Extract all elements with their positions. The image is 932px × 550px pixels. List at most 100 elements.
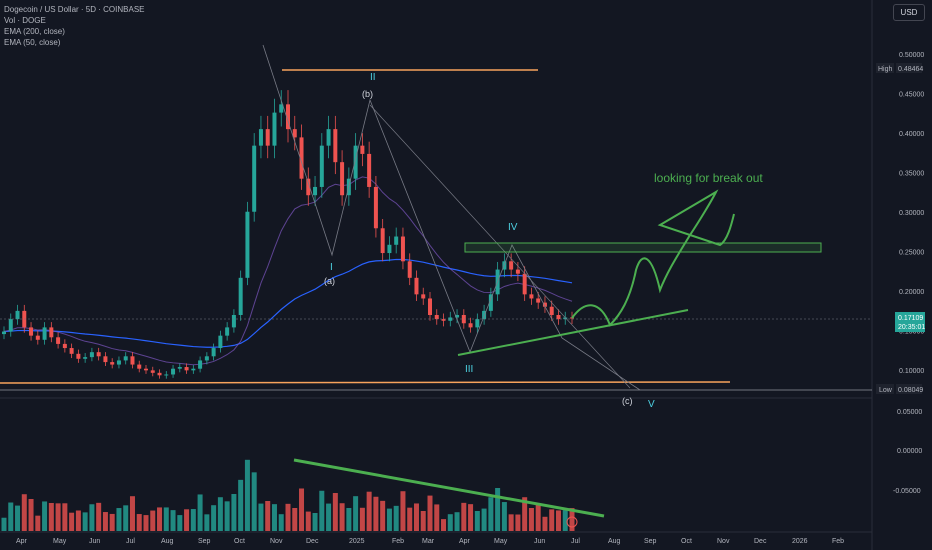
volume-bar [82, 512, 88, 531]
volume-bar [15, 505, 21, 531]
candle-body [428, 298, 432, 315]
breakout-note[interactable]: looking for break out [654, 171, 763, 185]
candle-body [150, 370, 155, 373]
candle-body [286, 104, 290, 130]
time-tick: Aug [161, 538, 174, 545]
time-tick: Mar [422, 538, 435, 545]
wave-label-II[interactable]: II [370, 72, 376, 83]
ema200-line[interactable] [3, 258, 573, 348]
volume-bar [143, 515, 149, 531]
wave-label-IV[interactable]: IV [508, 222, 518, 233]
volume-bar [319, 490, 325, 531]
volume-trendline[interactable] [293, 458, 605, 518]
volume-bar [427, 495, 433, 531]
wave-label-a[interactable]: (a) [324, 276, 335, 286]
volume-bar [163, 507, 169, 531]
candle-body [313, 186, 318, 196]
candle-body [2, 331, 6, 335]
last-price-value: 0.17109 [898, 315, 923, 322]
ema50-indicator-label[interactable]: EMA (50, close) [4, 38, 61, 47]
candle-body [306, 178, 311, 196]
candle-body [319, 145, 324, 187]
volume-indicator-label[interactable]: Vol · DOGE [4, 16, 46, 25]
price-tick: 0.30000 [899, 210, 924, 217]
wave-label-c[interactable]: (c) [622, 396, 633, 406]
currency-button[interactable]: USD [893, 4, 925, 21]
volume-bar [549, 509, 555, 531]
candle-body [536, 298, 541, 303]
candle-body [475, 319, 480, 328]
candle-body [299, 137, 304, 179]
candle-body [414, 277, 419, 295]
support-line-bottom[interactable] [0, 381, 731, 384]
chart-legend: Dogecoin / US Dollar · 5D · COINBASE Vol… [4, 4, 145, 48]
projected-path-drawing[interactable] [571, 189, 735, 327]
ema50-line[interactable] [3, 176, 573, 366]
last-price-box [895, 312, 925, 332]
ema200-indicator-label[interactable]: EMA (200, close) [4, 27, 65, 36]
volume-bar [89, 504, 95, 531]
candle-body [56, 337, 61, 344]
candle-body [265, 129, 270, 146]
candle-body [441, 319, 446, 321]
trend-line-grey[interactable] [369, 104, 631, 389]
candle-body [49, 327, 54, 338]
time-tick: May [53, 538, 67, 545]
breakout-zone-box[interactable] [464, 242, 822, 253]
wave-label-b[interactable]: (b) [362, 89, 373, 99]
volume-bar [461, 502, 467, 531]
price-tick: 0.20000 [899, 289, 924, 296]
time-axis[interactable]: Apr May Jun Jul Aug Sep Oct Nov Dec 2025 Feb Mar Apr… [16, 538, 844, 545]
volume-bar [386, 508, 392, 531]
volume-bar [123, 505, 129, 531]
volume-bar [197, 494, 203, 531]
volume-bar [48, 503, 54, 531]
volume-bar [508, 514, 514, 531]
volume-bar [258, 503, 264, 531]
wave-count-path[interactable] [262, 44, 641, 391]
volume-bar [129, 496, 135, 531]
candle-body [279, 104, 284, 113]
price-tick: 0.45000 [899, 92, 924, 99]
volume-bar [407, 507, 413, 531]
volume-axis[interactable]: 0.05000 0.00000 -0.05000 [893, 409, 922, 495]
volume-bar [515, 514, 521, 531]
volume-bar [278, 514, 284, 531]
volume-bar [55, 503, 61, 531]
candle-body [69, 348, 74, 354]
candle-body [184, 367, 189, 371]
wave-label-III[interactable]: III [465, 364, 473, 375]
volume-bar [332, 493, 338, 531]
time-tick: Dec [754, 538, 767, 545]
candle-body [292, 129, 297, 138]
wave-label-I[interactable]: I [330, 262, 333, 273]
alert-icon[interactable] [566, 516, 578, 528]
volume-bar [339, 503, 345, 531]
volume-bar [157, 507, 163, 531]
ascending-trendline[interactable] [457, 309, 689, 356]
volume-bar [312, 513, 318, 531]
time-tick: Feb [392, 538, 404, 545]
candle-body [83, 357, 88, 359]
candle-body [448, 317, 453, 321]
candle-body [137, 364, 142, 369]
time-tick: 2025 [349, 538, 365, 545]
wave-label-V[interactable]: V [648, 399, 655, 410]
candle-body [407, 261, 412, 278]
time-tick: May [494, 538, 508, 545]
candle-body [455, 315, 460, 318]
volume-bar [251, 472, 257, 531]
high-label-box [876, 63, 894, 73]
bar-countdown: 20:35:01 [898, 324, 925, 331]
candle-body [326, 129, 331, 146]
volume-bar [447, 514, 453, 531]
candle-body [110, 362, 115, 365]
volume-bar [8, 502, 14, 531]
volume-bar [353, 496, 359, 531]
volume-bar [468, 504, 474, 531]
volume-bar [102, 512, 108, 531]
candle-body [15, 310, 20, 320]
symbol-title[interactable]: Dogecoin / US Dollar · 5D · COINBASE [4, 5, 145, 14]
candle-body [340, 162, 345, 196]
